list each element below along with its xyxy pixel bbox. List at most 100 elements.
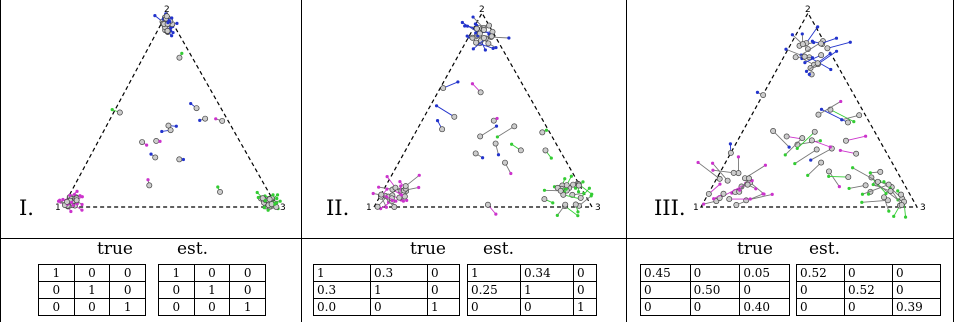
matrix-cell: 0 (844, 264, 893, 282)
displacement-segment (805, 26, 819, 44)
displacement-segment (475, 42, 494, 49)
estimated-point (840, 118, 844, 122)
est-matrix-row: 0.52 0 0 (796, 264, 941, 282)
simplex-plot-3: 2 1 3 (693, 5, 926, 219)
true-point (727, 150, 734, 156)
displacement-segment (828, 171, 840, 187)
panel-2-est-header: est. (483, 239, 515, 259)
estimated-point (864, 134, 868, 138)
estimated-point (542, 188, 547, 192)
estimated-point (882, 180, 886, 184)
matrix-cell: 1 (427, 298, 460, 316)
displacement-segment (817, 50, 837, 65)
estimated-point (255, 190, 259, 195)
estimated-point (496, 153, 501, 157)
estimated-point (470, 82, 475, 86)
matrix-cell: 0 (467, 298, 521, 316)
true-point (473, 25, 480, 32)
estimated-point (171, 30, 175, 35)
estimated-point (754, 187, 758, 191)
true-point (517, 147, 524, 154)
matrix-cell: 0 (109, 264, 146, 282)
matrix-cell: 1 (73, 281, 111, 299)
divider-2 (626, 0, 627, 322)
estimated-point (851, 166, 855, 170)
displacement-segment (804, 54, 822, 64)
estimated-point (755, 90, 760, 94)
estimated-point (158, 139, 162, 143)
simplex-triangle (699, 11, 919, 208)
estimated-point (551, 201, 555, 205)
estimated-point (770, 192, 774, 196)
true-point (724, 177, 731, 184)
true-point (808, 137, 815, 144)
estimated-point (75, 189, 79, 193)
estimated-point (576, 214, 580, 218)
matrix-cell: 0 (427, 264, 460, 282)
row-divider (0, 238, 954, 239)
displacement-segment (828, 175, 849, 178)
estimated-point (702, 202, 706, 206)
estimated-point (494, 212, 498, 216)
estimated-point (563, 177, 567, 181)
true-point (152, 154, 159, 161)
estimated-point (256, 195, 260, 200)
displacement-segment (871, 177, 887, 194)
true-matrix-row: 0.0 0 1 (313, 298, 460, 316)
true-point (577, 194, 584, 201)
estimated-point (495, 116, 499, 121)
vertex-label-3: 3 (920, 203, 926, 213)
estimated-point (460, 20, 464, 25)
estimated-point (61, 197, 65, 202)
matrix-cell: 0 (892, 264, 941, 282)
estimated-point (736, 155, 741, 159)
true-point (472, 150, 479, 157)
true-point (378, 191, 385, 198)
estimated-point (569, 174, 573, 178)
true-point (743, 197, 750, 204)
displacement-segment (811, 139, 831, 148)
matrix-cell: 1 (572, 298, 598, 316)
true-point (488, 33, 495, 40)
matrix-cell: 0 (38, 298, 75, 316)
estimated-point (790, 33, 795, 37)
true-point (826, 168, 832, 175)
estimated-point (394, 199, 398, 203)
matrix-cell: 1 (193, 281, 231, 299)
estimated-point (417, 173, 421, 177)
true-point (862, 182, 869, 189)
matrix-cell: 0.52 (796, 264, 845, 282)
estimated-point (829, 67, 833, 72)
true-point (480, 26, 487, 33)
estimated-point (892, 214, 896, 218)
matrix-cell: 0.52 (844, 281, 893, 299)
matrix-cell: 1 (109, 298, 146, 316)
panel-2-true-header: true (410, 239, 446, 259)
true-point (480, 35, 487, 41)
true-point (439, 126, 446, 133)
true-point (511, 123, 518, 130)
panel-1-est-header: est. (177, 239, 209, 259)
vertex-label-2: 2 (479, 5, 485, 15)
true-point (402, 183, 409, 190)
true-point (477, 89, 484, 96)
estimated-point (507, 36, 511, 40)
panel-2-plot: 2 1 3 II. (302, 0, 626, 238)
matrix-cell: 0 (73, 264, 111, 282)
estimated-point (761, 192, 765, 196)
estimated-point (712, 197, 716, 201)
estimated-point (399, 184, 403, 188)
matrix-cell: 0 (193, 298, 231, 316)
true-point (539, 129, 546, 136)
estimated-point (271, 193, 275, 197)
matrix-cell: 1 (313, 264, 371, 282)
true-point (801, 53, 808, 60)
true-point (817, 40, 824, 47)
estimated-point (384, 205, 388, 209)
